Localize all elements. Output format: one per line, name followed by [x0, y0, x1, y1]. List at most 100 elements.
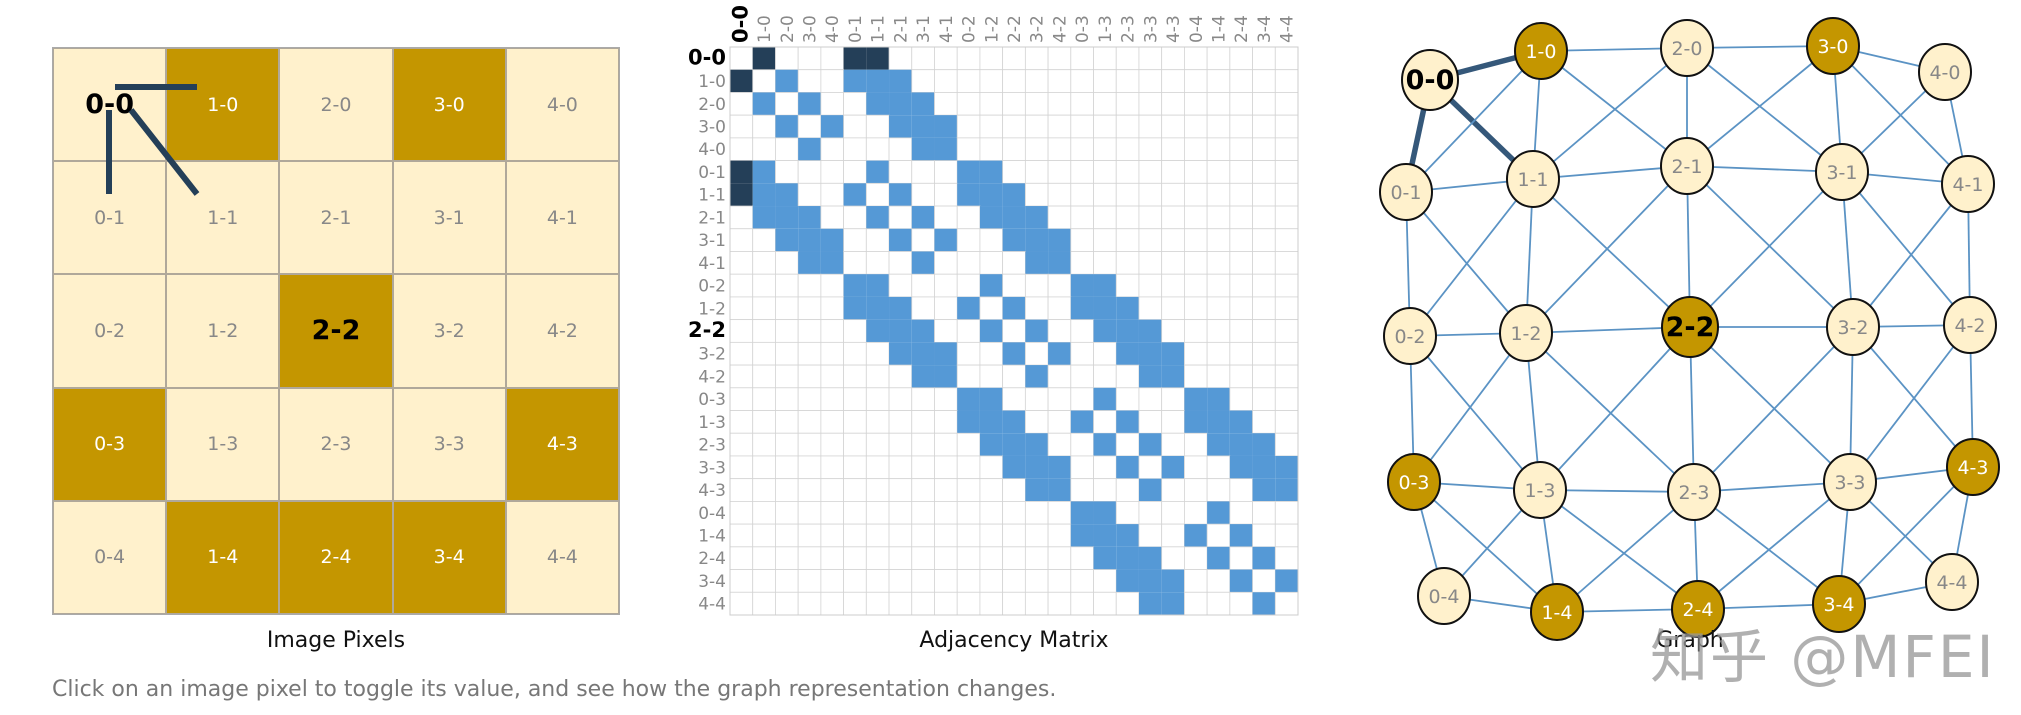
pixel-0-4[interactable]: 0-4: [53, 500, 167, 614]
graph-node-1-3[interactable]: 1-3: [1513, 461, 1567, 519]
pixel-1-0[interactable]: 1-0: [166, 48, 280, 162]
matrix-cell: [1116, 569, 1139, 593]
pixel-4-4[interactable]: 4-4: [505, 500, 619, 614]
matrix-cell: [797, 182, 822, 207]
matrix-cell: [911, 546, 935, 570]
matrix-cell: [1138, 251, 1163, 275]
pixel-0-3[interactable]: 0-3: [53, 387, 167, 501]
pixel-1-2[interactable]: 1-2: [166, 274, 280, 388]
graph-node-2-4[interactable]: 2-4: [1671, 580, 1725, 638]
pixel-3-2[interactable]: 3-2: [392, 274, 506, 388]
pixel-2-4[interactable]: 2-4: [279, 500, 393, 614]
matrix-col-label: 2-0: [778, 15, 798, 43]
matrix-cell: [1138, 546, 1162, 570]
pixel-3-3[interactable]: 3-3: [392, 387, 506, 501]
graph-node-4-1[interactable]: 4-1: [1941, 155, 1995, 213]
pixel-3-4[interactable]: 3-4: [392, 500, 506, 614]
matrix-cell: [934, 455, 958, 480]
graph-node-4-3[interactable]: 4-3: [1946, 438, 2000, 496]
matrix-cell: [797, 46, 822, 71]
matrix-cell: [889, 115, 912, 138]
matrix-cell: [888, 273, 913, 298]
graph-node-3-4[interactable]: 3-4: [1812, 575, 1866, 633]
matrix-cell: [797, 569, 822, 593]
matrix-cell: [843, 591, 867, 616]
graph-node-3-2[interactable]: 3-2: [1826, 298, 1880, 356]
pixel-4-1[interactable]: 4-1: [505, 161, 619, 275]
matrix-cell: [911, 500, 935, 525]
graph-node-3-1[interactable]: 3-1: [1815, 143, 1869, 201]
graph-node-3-3[interactable]: 3-3: [1823, 453, 1877, 511]
graph-node-0-2[interactable]: 0-2: [1383, 307, 1437, 365]
graph-node-2-3[interactable]: 2-3: [1667, 463, 1721, 521]
matrix-cell: [797, 296, 822, 321]
matrix-cell: [1274, 114, 1299, 139]
graph-node-0-3[interactable]: 0-3: [1387, 453, 1441, 511]
matrix-cell: [775, 591, 799, 616]
pixel-3-1[interactable]: 3-1: [392, 161, 506, 275]
matrix-col-label: 3-0: [801, 15, 821, 43]
matrix-cell: [866, 69, 890, 93]
pixel-0-0[interactable]: 0-0: [53, 48, 167, 162]
matrix-cell: [979, 137, 1004, 162]
matrix-cell: [865, 500, 890, 525]
matrix-cell: [1184, 69, 1208, 93]
matrix-cell: [1002, 228, 1026, 252]
matrix-cell: [729, 523, 754, 548]
matrix-cell: [1048, 228, 1071, 252]
matrix-cell: [1115, 69, 1140, 93]
matrix-cell: [1229, 478, 1253, 502]
matrix-cell: [1184, 500, 1208, 525]
matrix-cell: [866, 206, 890, 229]
pixel-1-3[interactable]: 1-3: [166, 387, 280, 501]
pixel-2-0[interactable]: 2-0: [279, 48, 393, 162]
pixel-0-1[interactable]: 0-1: [53, 161, 167, 275]
matrix-cell: [1184, 569, 1208, 593]
pixel-3-0[interactable]: 3-0: [392, 48, 506, 162]
matrix-cell: [979, 387, 1003, 411]
pixel-1-1[interactable]: 1-1: [166, 161, 280, 275]
graph-node-2-0[interactable]: 2-0: [1660, 19, 1714, 77]
graph-node-2-2[interactable]: 2-2: [1661, 296, 1719, 358]
matrix-cell: [1252, 228, 1276, 252]
matrix-cell: [1115, 364, 1140, 389]
matrix-cell: [888, 523, 913, 548]
graph-node-3-0[interactable]: 3-0: [1806, 17, 1860, 75]
matrix-cell: [888, 500, 913, 525]
matrix-cell: [1070, 524, 1094, 547]
matrix-cell: [934, 115, 958, 138]
pixel-2-1[interactable]: 2-1: [279, 161, 393, 275]
pixel-1-4[interactable]: 1-4: [166, 500, 280, 614]
matrix-cell: [1002, 364, 1026, 389]
graph-node-1-1[interactable]: 1-1: [1506, 150, 1560, 208]
graph-node-2-1[interactable]: 2-1: [1660, 137, 1714, 195]
matrix-cell: [729, 92, 754, 116]
pixel-4-0[interactable]: 4-0: [505, 48, 619, 162]
graph-node-1-2[interactable]: 1-2: [1499, 304, 1553, 362]
pixel-4-3[interactable]: 4-3: [505, 387, 619, 501]
pixel-0-2[interactable]: 0-2: [53, 274, 167, 388]
matrix-cell: [1161, 546, 1185, 570]
graph-node-0-4[interactable]: 0-4: [1417, 567, 1471, 625]
pixel-4-2[interactable]: 4-2: [505, 274, 619, 388]
matrix-cell: [729, 455, 754, 480]
graph-node-0-1[interactable]: 0-1: [1379, 163, 1433, 221]
svg-text:4-1: 4-1: [1952, 174, 1983, 196]
graph-node-4-4[interactable]: 4-4: [1925, 553, 1979, 611]
pixel-2-2[interactable]: 2-2: [279, 274, 393, 388]
matrix-col-label: 2-1: [891, 15, 911, 43]
matrix-cell: [1274, 92, 1299, 116]
matrix-cell: [1274, 432, 1299, 457]
graph-node-4-0[interactable]: 4-0: [1918, 43, 1972, 101]
graph-node-1-0[interactable]: 1-0: [1514, 22, 1568, 80]
matrix-row-label: 3-2: [698, 345, 726, 365]
matrix-cell: [1115, 182, 1140, 207]
graph-node-0-0[interactable]: 0-0: [1401, 49, 1459, 111]
matrix-cell: [1206, 137, 1231, 162]
matrix-cell: [1093, 341, 1117, 366]
graph-node-4-2[interactable]: 4-2: [1943, 296, 1997, 354]
pixel-2-3[interactable]: 2-3: [279, 387, 393, 501]
matrix-cell: [865, 228, 890, 252]
svg-text:3-3: 3-3: [1834, 472, 1865, 494]
graph-node-1-4[interactable]: 1-4: [1530, 583, 1584, 641]
